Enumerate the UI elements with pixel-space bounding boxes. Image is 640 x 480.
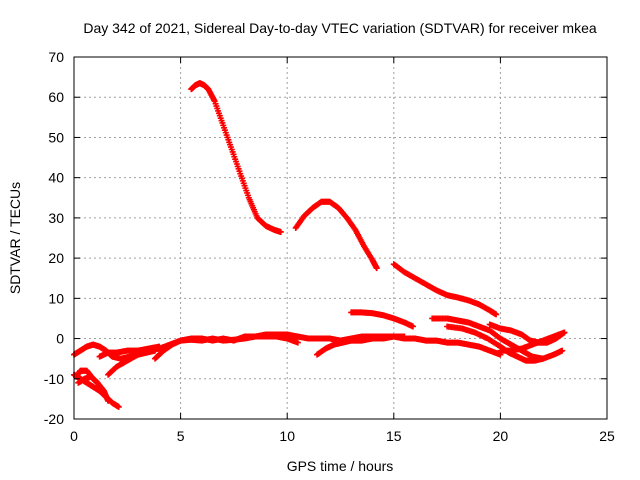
y-tick-label: 50 (48, 129, 64, 145)
x-tick-label: 20 (493, 428, 509, 444)
data-point (373, 265, 380, 272)
data-point (294, 339, 301, 346)
x-tick-label: 25 (599, 428, 615, 444)
x-tick-label: 15 (386, 428, 402, 444)
y-tick-label: 70 (48, 49, 64, 65)
y-tick-label: 60 (48, 89, 64, 105)
data-points (71, 80, 568, 410)
chart-title: Day 342 of 2021, Sidereal Day-to-day VTE… (83, 20, 596, 36)
y-tick-label: 10 (48, 290, 64, 306)
plot-frame (73, 56, 608, 420)
series-arc-4 (348, 309, 416, 330)
series-arc-16 (73, 367, 101, 386)
series-arc-13 (96, 343, 163, 360)
series-arc-11 (314, 333, 408, 358)
series-arc-6 (444, 323, 566, 364)
data-point (156, 343, 163, 350)
y-tick-label: 40 (48, 170, 64, 186)
gridlines (74, 57, 607, 419)
x-tick-label: 10 (279, 428, 295, 444)
y-tick-label: -10 (44, 371, 64, 387)
x-tick-label: 0 (70, 428, 78, 444)
data-point (561, 329, 568, 336)
series-arc-2 (292, 198, 380, 272)
series-arc-8 (497, 329, 568, 354)
data-point (497, 351, 504, 358)
y-tick-label: 0 (56, 331, 64, 347)
y-tick-label: 30 (48, 210, 64, 226)
x-axis-label: GPS time / hours (287, 458, 394, 474)
data-point (277, 228, 284, 235)
data-point (409, 323, 416, 330)
y-tick-label: -20 (44, 411, 64, 427)
series-arc-3 (390, 261, 500, 318)
axis-ticks: 0 5 10 15 20 25 -20 -10 0 10 20 30 40 50 60 70 (44, 49, 615, 444)
x-tick-label: 5 (177, 428, 185, 444)
data-point (493, 311, 500, 318)
y-axis-label: SDTVAR / TECUs (7, 182, 23, 294)
series-arc-1 (188, 80, 284, 235)
y-tick-label: 20 (48, 250, 64, 266)
data-point (401, 333, 408, 340)
data-point (115, 403, 122, 410)
series-arc-7 (486, 321, 568, 346)
data-point (105, 397, 112, 404)
data-point (559, 347, 566, 354)
data-point (94, 379, 101, 386)
